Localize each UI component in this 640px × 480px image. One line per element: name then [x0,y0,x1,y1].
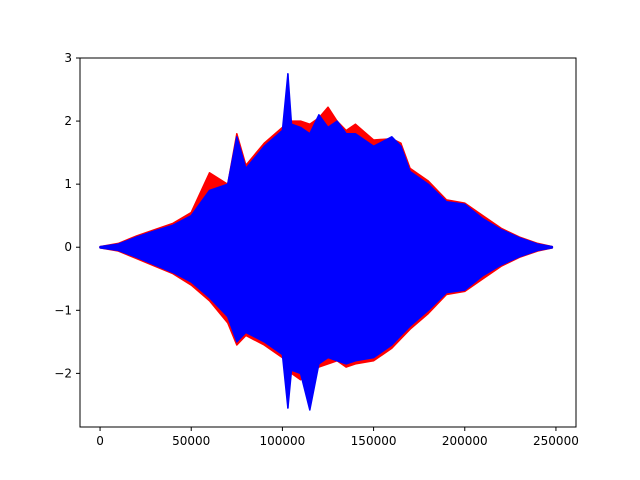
y-tick-label-1: −1 [54,303,72,317]
y-tick-label-2: 0 [64,240,72,254]
x-tick-label-0: 0 [96,434,104,448]
series-1 [99,73,554,411]
y-tick-label-0: −2 [54,366,72,380]
x-axis: 0 50000 100000 150000 200000 250000 [96,427,579,448]
x-tick-label-4: 200000 [442,434,488,448]
y-axis: −2 −1 0 1 2 3 [54,51,80,380]
plot-area-frame [79,57,577,428]
x-tick-label-1: 50000 [172,434,210,448]
y-tick-label-3: 1 [64,177,72,191]
x-tick-label-3: 150000 [351,434,397,448]
y-tick-label-4: 2 [64,114,72,128]
x-tick-label-5: 250000 [533,434,579,448]
series-layer [99,73,554,411]
y-tick-label-5: 3 [64,51,72,65]
x-tick-label-2: 100000 [260,434,306,448]
